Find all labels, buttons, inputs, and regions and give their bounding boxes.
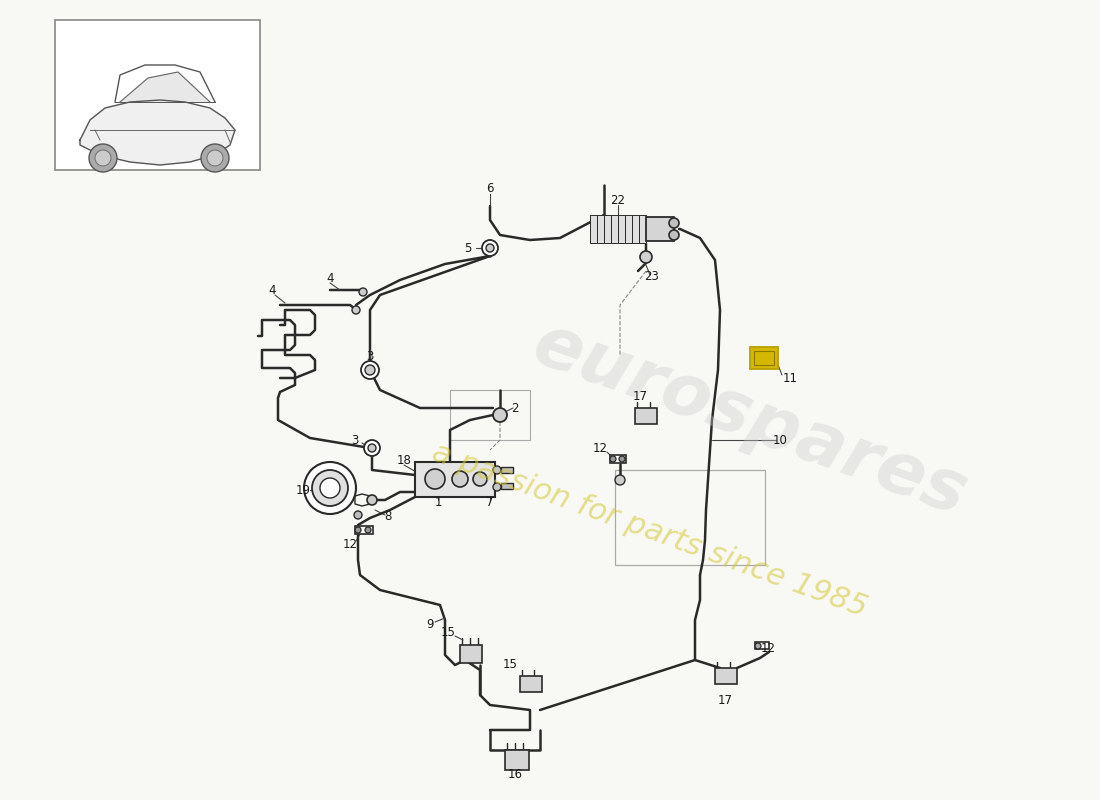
Circle shape: [89, 144, 117, 172]
Text: 18: 18: [397, 454, 411, 466]
Text: 12: 12: [593, 442, 607, 454]
Text: 22: 22: [610, 194, 626, 207]
Circle shape: [361, 361, 379, 379]
Text: 10: 10: [772, 434, 788, 446]
Text: 9: 9: [427, 618, 433, 631]
Circle shape: [367, 495, 377, 505]
Bar: [750, 347, 778, 369]
Circle shape: [207, 150, 223, 166]
Bar: [615, 470, 764, 565]
Circle shape: [610, 456, 616, 462]
Circle shape: [425, 469, 446, 489]
Bar: [505, 750, 529, 770]
Bar: [618, 215, 625, 243]
Bar: [715, 668, 737, 684]
Circle shape: [352, 306, 360, 314]
Text: 17: 17: [632, 390, 648, 402]
Polygon shape: [120, 72, 210, 102]
Bar: [500, 483, 513, 489]
Text: 15: 15: [441, 626, 455, 639]
Text: a passion for parts since 1985: a passion for parts since 1985: [428, 438, 871, 622]
Circle shape: [493, 483, 500, 491]
Circle shape: [365, 365, 375, 375]
Text: 4: 4: [268, 283, 276, 297]
Bar: [755, 642, 769, 649]
Circle shape: [473, 472, 487, 486]
Circle shape: [95, 150, 111, 166]
Text: 19: 19: [296, 483, 310, 497]
Text: 6: 6: [486, 182, 494, 194]
Circle shape: [355, 527, 361, 533]
Circle shape: [615, 475, 625, 485]
Bar: [460, 645, 482, 663]
Text: 11: 11: [782, 371, 797, 385]
Bar: [590, 215, 597, 243]
Text: 5: 5: [464, 242, 472, 254]
Text: 12: 12: [342, 538, 358, 551]
Bar: [500, 467, 513, 473]
Circle shape: [312, 470, 348, 506]
Text: 3: 3: [351, 434, 359, 446]
Text: 17: 17: [717, 694, 733, 706]
Circle shape: [755, 643, 761, 649]
Circle shape: [359, 288, 367, 296]
Circle shape: [364, 440, 380, 456]
Circle shape: [619, 456, 625, 462]
Bar: [604, 215, 611, 243]
Bar: [635, 408, 657, 424]
Circle shape: [368, 444, 376, 452]
Circle shape: [320, 478, 340, 498]
Text: 15: 15: [503, 658, 517, 671]
Bar: [610, 455, 626, 463]
Bar: [632, 215, 639, 243]
Bar: [55, 20, 260, 170]
Circle shape: [365, 527, 371, 533]
Text: eurospares: eurospares: [524, 310, 977, 530]
Circle shape: [669, 218, 679, 228]
Bar: [415, 462, 495, 497]
Circle shape: [354, 511, 362, 519]
Circle shape: [304, 462, 356, 514]
Circle shape: [482, 240, 498, 256]
Text: 8: 8: [384, 510, 392, 523]
Text: 7: 7: [486, 497, 494, 510]
Bar: [450, 390, 530, 440]
Circle shape: [493, 466, 500, 474]
Circle shape: [493, 408, 507, 422]
Bar: [639, 215, 646, 243]
Bar: [355, 526, 373, 534]
Text: 4: 4: [327, 271, 333, 285]
Text: 3: 3: [366, 350, 374, 362]
Bar: [754, 351, 774, 365]
Polygon shape: [80, 100, 235, 165]
Circle shape: [640, 251, 652, 263]
Bar: [520, 676, 542, 692]
Text: 2: 2: [512, 402, 519, 414]
Text: 12: 12: [760, 642, 775, 654]
Circle shape: [201, 144, 229, 172]
Bar: [646, 217, 674, 241]
Text: 16: 16: [507, 767, 522, 781]
Bar: [625, 215, 632, 243]
Text: 23: 23: [645, 270, 659, 283]
Bar: [610, 215, 618, 243]
Circle shape: [452, 471, 468, 487]
Text: 1: 1: [434, 497, 442, 510]
Circle shape: [669, 230, 679, 240]
Bar: [597, 215, 604, 243]
Circle shape: [486, 244, 494, 252]
